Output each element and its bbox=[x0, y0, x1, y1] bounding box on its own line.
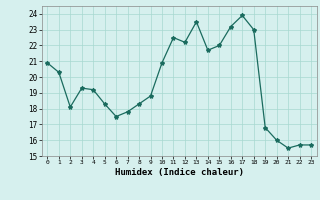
X-axis label: Humidex (Indice chaleur): Humidex (Indice chaleur) bbox=[115, 168, 244, 177]
